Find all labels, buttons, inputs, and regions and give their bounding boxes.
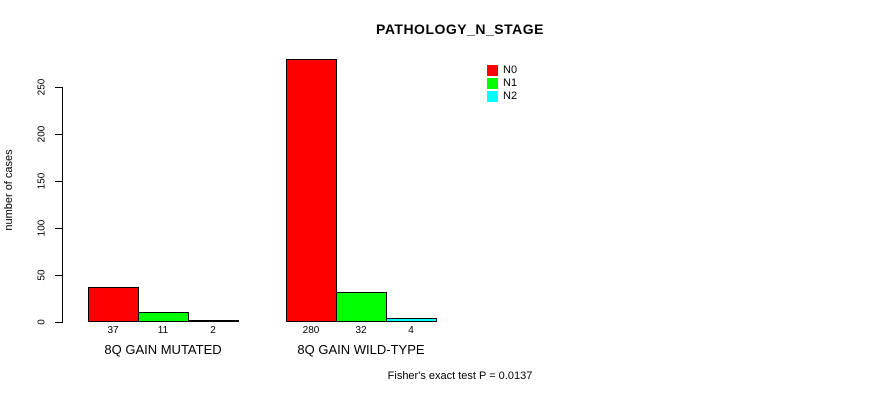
legend-item-n0: N0	[487, 64, 517, 77]
legend-swatch-n0	[487, 65, 498, 76]
x-category-label: 8Q GAIN MUTATED	[104, 342, 222, 357]
y-tick-label: 100	[36, 219, 48, 237]
bar-n0-group1	[88, 287, 139, 322]
x-category-label: 8Q GAIN WILD-TYPE	[297, 342, 425, 357]
bar-value-label: 11	[157, 325, 169, 336]
y-tick	[55, 322, 62, 323]
y-axis-title: number of cases	[3, 149, 15, 231]
y-tick-label: 200	[36, 125, 48, 143]
bar-value-label: 2	[210, 325, 216, 336]
bar-n1-group2	[336, 292, 387, 322]
bar-n1-group1	[138, 312, 189, 322]
y-tick	[55, 134, 62, 135]
y-tick-label: 150	[36, 172, 48, 190]
bar-n2-group1	[188, 320, 239, 322]
y-tick	[55, 275, 62, 276]
legend-label: N1	[503, 77, 518, 89]
bar-value-label: 4	[408, 325, 414, 336]
legend-item-n2: N2	[487, 90, 517, 103]
y-tick	[55, 87, 62, 88]
legend-swatch-n2	[487, 91, 498, 102]
bar-value-label: 280	[302, 325, 320, 336]
bar-value-label: 37	[107, 325, 119, 336]
y-tick	[55, 228, 62, 229]
bar-value-label: 32	[355, 325, 367, 336]
y-tick-label: 0	[36, 319, 48, 325]
y-tick-label: 50	[36, 269, 48, 281]
legend: N0 N1 N2	[487, 64, 517, 103]
legend-item-n1: N1	[487, 77, 517, 90]
bar-n0-group2	[286, 59, 337, 322]
chart-title: PATHOLOGY_N_STAGE	[376, 21, 544, 37]
y-tick-label: 250	[36, 78, 48, 96]
legend-swatch-n1	[487, 78, 498, 89]
legend-label: N2	[503, 90, 518, 102]
legend-label: N0	[503, 64, 518, 76]
bar-n2-group2	[386, 318, 437, 322]
y-tick	[55, 181, 62, 182]
annotation-fisher-test: Fisher's exact test P = 0.0137	[387, 370, 533, 382]
y-axis-line	[62, 87, 63, 323]
